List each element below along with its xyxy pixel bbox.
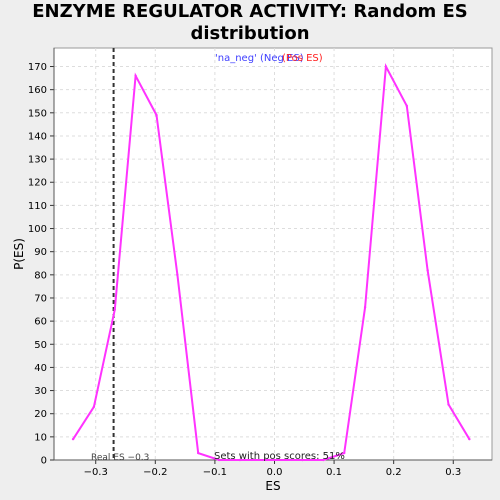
y-tick-label: 10 — [34, 432, 47, 443]
data-point — [384, 65, 388, 68]
y-tick-label: 60 — [34, 317, 47, 328]
data-point — [176, 273, 179, 277]
y-tick-label: 40 — [34, 363, 47, 374]
data-point — [113, 308, 116, 311]
x-tick-label: 0.0 — [267, 467, 283, 478]
real-es-label: Real ES −0.3 — [91, 453, 149, 463]
y-tick-label: 170 — [28, 62, 47, 73]
y-tick-label: 0 — [41, 456, 47, 467]
x-tick-label: 0.2 — [386, 467, 402, 478]
data-point — [447, 403, 450, 406]
data-point — [155, 113, 158, 117]
y-tick-label: 120 — [28, 178, 47, 189]
y-tick-label: 50 — [34, 340, 47, 351]
grid — [54, 48, 492, 460]
data-point — [134, 74, 137, 77]
pos-scores-label: Sets with pos scores: 51% — [214, 451, 345, 462]
data-point — [322, 458, 325, 462]
y-tick-label: 70 — [34, 293, 47, 304]
series-points — [71, 65, 471, 462]
data-point — [197, 451, 200, 455]
y-tick-label: 140 — [28, 131, 47, 142]
y-tick-label: 130 — [28, 155, 47, 166]
x-tick-label: −0.3 — [84, 467, 108, 478]
y-axis-label: P(ES) — [12, 238, 26, 270]
x-tick-labels: −0.3 −0.2 −0.1 0.0 0.1 0.2 0.3 — [84, 467, 462, 478]
data-point — [301, 458, 304, 462]
data-point — [405, 104, 408, 108]
data-point — [92, 405, 96, 408]
legend-neg-label: 'na_neg' (Neg ES) — [215, 53, 304, 64]
x-tick-label: −0.1 — [203, 467, 227, 478]
data-point — [343, 451, 346, 455]
y-tick-label: 150 — [28, 108, 47, 119]
y-tick-label: 110 — [28, 201, 47, 212]
data-point — [238, 458, 242, 462]
y-tick-label: 80 — [34, 270, 47, 281]
plot-area — [53, 47, 493, 461]
y-tick-label: 100 — [28, 224, 47, 235]
y-tick-label: 30 — [34, 386, 47, 397]
data-point — [468, 437, 471, 441]
data-point — [426, 269, 429, 272]
data-point — [71, 437, 75, 441]
y-tick-label: 160 — [28, 85, 47, 96]
y-tick-label: 20 — [34, 409, 47, 420]
legend-pos-label: (Pos ES) — [282, 53, 323, 64]
data-point — [217, 458, 221, 462]
x-axis-label: ES — [265, 479, 280, 493]
chart-title: ENZYME REGULATOR ACTIVITY: Random ES dis… — [32, 1, 468, 44]
y-tick-labels: 0 10 20 30 40 50 60 70 80 90 100 110 120 130 140 150 160… — [28, 62, 47, 466]
data-point — [363, 306, 367, 309]
x-tick-label: −0.2 — [143, 467, 167, 478]
x-tick-label: 0.1 — [326, 467, 342, 478]
y-tick-label: 90 — [34, 247, 47, 258]
series-line — [72, 63, 471, 461]
x-tick-label: 0.3 — [445, 467, 461, 478]
